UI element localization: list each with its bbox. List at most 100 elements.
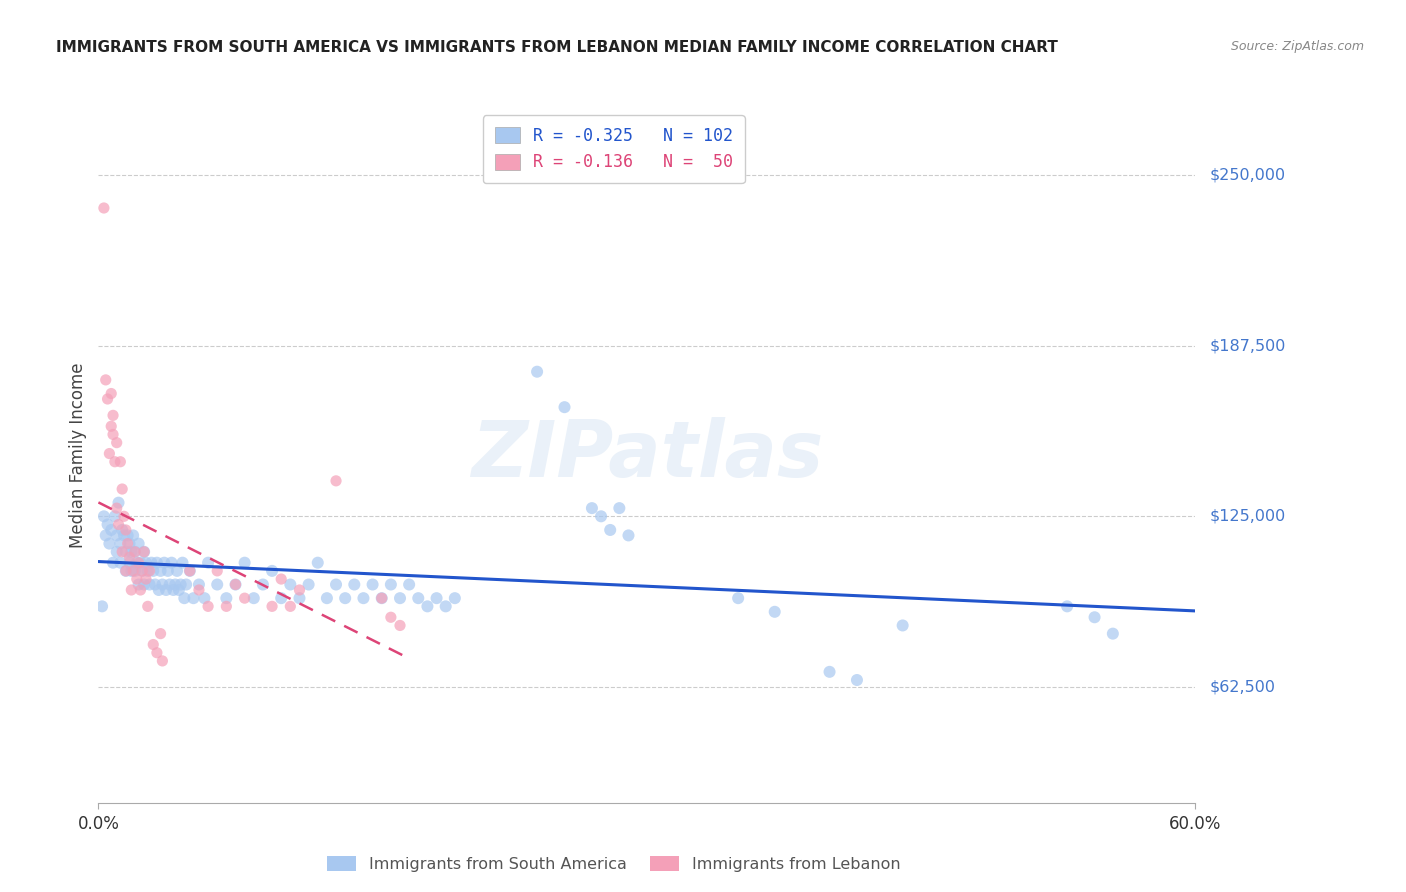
Text: $62,500: $62,500: [1209, 680, 1275, 694]
Point: [93, 201, 115, 215]
Point: [128, 536, 150, 550]
Point: [243, 591, 266, 606]
Point: [104, 509, 127, 524]
Y-axis label: Median Family Income: Median Family Income: [69, 362, 87, 548]
Point: [146, 646, 169, 660]
Point: [172, 556, 194, 570]
Point: [105, 545, 128, 559]
Point: [131, 564, 153, 578]
Point: [124, 564, 146, 578]
Point: [148, 582, 170, 597]
Point: [325, 474, 347, 488]
Point: [132, 577, 156, 591]
Point: [361, 577, 384, 591]
Point: [136, 564, 159, 578]
Point: [207, 564, 229, 578]
Point: [307, 556, 329, 570]
Point: [111, 545, 134, 559]
Point: [98, 536, 121, 550]
Point: [91, 599, 114, 614]
Point: [122, 564, 145, 578]
Point: [380, 577, 402, 591]
Point: [160, 556, 183, 570]
Point: [115, 545, 138, 559]
Point: [117, 536, 139, 550]
Point: [270, 591, 292, 606]
Point: [153, 556, 176, 570]
Point: [197, 556, 219, 570]
Point: [416, 599, 439, 614]
Point: [152, 654, 174, 668]
Point: [143, 577, 166, 591]
Point: [280, 599, 302, 614]
Point: [193, 591, 215, 606]
Point: [115, 523, 138, 537]
Point: [132, 545, 156, 559]
Point: [122, 528, 145, 542]
Point: [162, 582, 184, 597]
Point: [818, 665, 841, 679]
Legend: Immigrants from South America, Immigrants from Lebanon: Immigrants from South America, Immigrant…: [321, 850, 907, 879]
Text: IMMIGRANTS FROM SOUTH AMERICA VS IMMIGRANTS FROM LEBANON MEDIAN FAMILY INCOME CO: IMMIGRANTS FROM SOUTH AMERICA VS IMMIGRA…: [56, 40, 1059, 55]
Point: [188, 582, 211, 597]
Point: [138, 577, 160, 591]
Point: [115, 564, 138, 578]
Point: [104, 455, 127, 469]
Point: [118, 550, 141, 565]
Point: [124, 545, 146, 559]
Point: [101, 427, 124, 442]
Point: [105, 528, 128, 542]
Point: [128, 577, 150, 591]
Point: [111, 482, 134, 496]
Point: [142, 564, 165, 578]
Point: [1084, 610, 1107, 624]
Text: ZIPatlas: ZIPatlas: [471, 417, 823, 493]
Point: [215, 599, 238, 614]
Point: [146, 556, 169, 570]
Point: [174, 577, 197, 591]
Point: [110, 455, 132, 469]
Point: [352, 591, 374, 606]
Point: [117, 528, 139, 542]
Point: [129, 556, 152, 570]
Point: [138, 564, 160, 578]
Point: [197, 599, 219, 614]
Point: [129, 582, 152, 597]
Point: [135, 572, 157, 586]
Point: [617, 528, 640, 542]
Point: [288, 591, 311, 606]
Point: [434, 599, 457, 614]
Point: [100, 386, 122, 401]
Point: [105, 435, 128, 450]
Point: [179, 564, 201, 578]
Point: [380, 610, 402, 624]
Point: [105, 501, 128, 516]
Point: [131, 564, 153, 578]
Point: [141, 556, 163, 570]
Point: [581, 501, 603, 516]
Point: [891, 618, 914, 632]
Point: [101, 409, 124, 423]
Point: [118, 536, 141, 550]
Point: [215, 591, 238, 606]
Point: [111, 523, 134, 537]
Point: [110, 556, 132, 570]
Point: [110, 536, 132, 550]
Point: [96, 392, 120, 406]
Point: [170, 577, 193, 591]
Point: [371, 591, 394, 606]
Point: [94, 373, 117, 387]
Point: [94, 528, 117, 542]
Point: [408, 591, 430, 606]
Point: [167, 582, 190, 597]
Point: [156, 564, 179, 578]
Point: [444, 591, 467, 606]
Point: [599, 523, 621, 537]
Point: [101, 556, 124, 570]
Point: [398, 577, 420, 591]
Point: [609, 501, 631, 516]
Point: [136, 599, 159, 614]
Point: [179, 564, 201, 578]
Point: [149, 564, 172, 578]
Point: [1102, 626, 1125, 640]
